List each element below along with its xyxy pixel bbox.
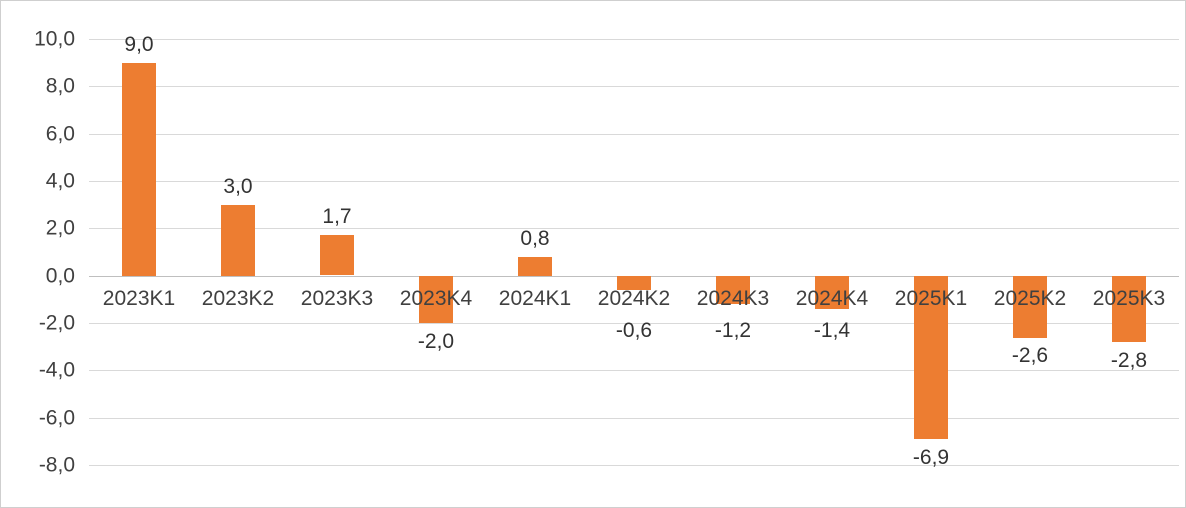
bar: [419, 276, 453, 323]
bar-value-label: 9,0: [124, 33, 154, 56]
bar: [1112, 276, 1146, 342]
bar-value-label: 3,0: [223, 175, 253, 198]
y-tick-label: -6,0: [38, 406, 75, 430]
gridline: [89, 86, 1179, 87]
x-category-label: 2024K3: [696, 287, 770, 310]
bar: [1013, 276, 1047, 338]
y-tick-label: -4,0: [38, 358, 75, 382]
x-category-label: 2024K4: [795, 287, 869, 310]
bar: [221, 205, 255, 276]
gridline: [89, 465, 1179, 466]
x-category-label: 2023K4: [399, 287, 473, 310]
y-tick-label: -8,0: [38, 453, 75, 477]
bar: [815, 276, 849, 309]
bar-value-label: -2,0: [417, 330, 455, 353]
bar-value-label: -0,6: [615, 319, 653, 342]
gridline: [89, 181, 1179, 182]
y-tick-label: 2,0: [45, 216, 75, 240]
gridline: [89, 134, 1179, 135]
x-category-label: 2025K1: [894, 287, 968, 310]
bar: [122, 63, 156, 276]
y-tick-label: 10,0: [34, 27, 75, 51]
bar: [914, 276, 948, 439]
gridline: [89, 39, 1179, 40]
gridline: [89, 323, 1179, 324]
bar: [716, 276, 750, 304]
gridline: [89, 370, 1179, 371]
x-category-label: 2025K3: [1092, 287, 1166, 310]
bar-value-label: -1,4: [813, 319, 851, 342]
gridline: [89, 418, 1179, 419]
x-category-label: 2024K1: [498, 287, 572, 310]
x-category-label: 2025K2: [993, 287, 1067, 310]
y-tick-label: 4,0: [45, 169, 75, 193]
bar: [320, 235, 354, 275]
gridline: [89, 228, 1179, 229]
bar-value-label: -2,8: [1110, 349, 1148, 372]
bar-value-label: -2,6: [1011, 344, 1049, 367]
bar-value-label: 1,7: [322, 205, 352, 228]
bar: [518, 257, 552, 276]
y-tick-label: 0,0: [45, 264, 75, 288]
y-tick-label: 8,0: [45, 74, 75, 98]
x-category-label: 2024K2: [597, 287, 671, 310]
bar-value-label: -1,2: [714, 319, 752, 342]
x-category-label: 2023K1: [102, 287, 176, 310]
x-category-label: 2023K2: [201, 287, 275, 310]
bar-value-label: -6,9: [912, 446, 950, 469]
bar-value-label: 0,8: [520, 227, 550, 250]
x-category-label: 2023K3: [300, 287, 374, 310]
y-tick-label: 6,0: [45, 122, 75, 146]
y-tick-label: -2,0: [38, 311, 75, 335]
bar: [617, 276, 651, 290]
